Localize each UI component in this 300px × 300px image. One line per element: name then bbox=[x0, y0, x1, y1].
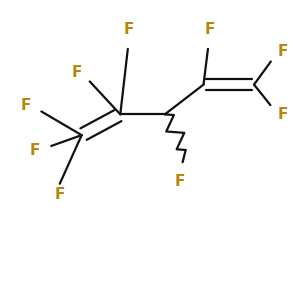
Text: F: F bbox=[278, 44, 288, 59]
Text: F: F bbox=[30, 142, 40, 158]
Text: F: F bbox=[124, 22, 134, 37]
Text: F: F bbox=[71, 65, 82, 80]
Text: F: F bbox=[55, 187, 65, 202]
Text: F: F bbox=[175, 174, 185, 189]
Text: F: F bbox=[278, 107, 288, 122]
Text: F: F bbox=[204, 22, 214, 37]
Text: F: F bbox=[21, 98, 31, 113]
